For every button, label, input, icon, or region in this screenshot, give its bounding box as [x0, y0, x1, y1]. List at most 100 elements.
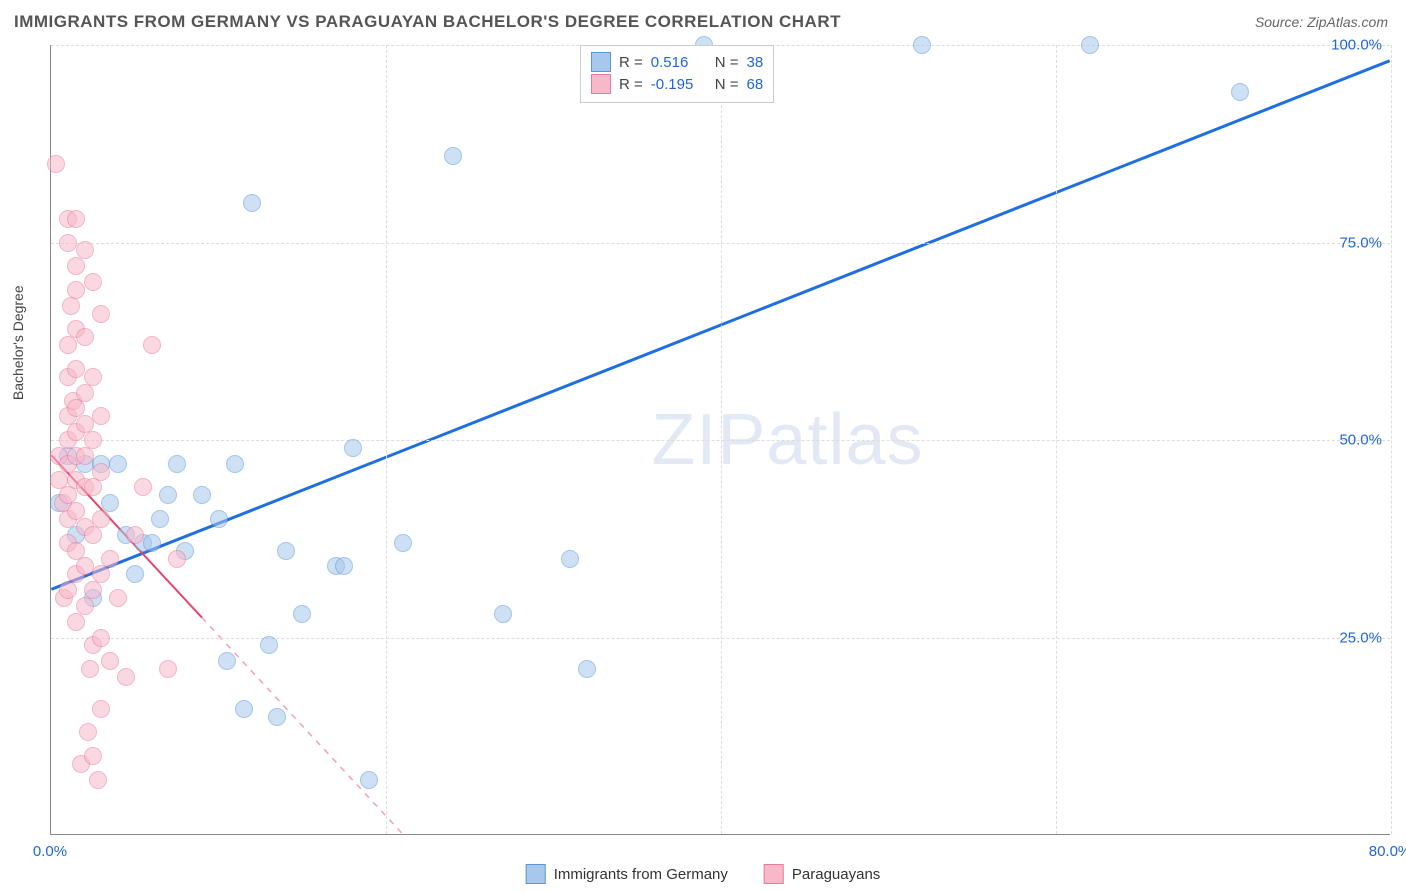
- scatter-point: [226, 455, 244, 473]
- trend-line-dashed: [202, 618, 403, 834]
- scatter-point: [67, 613, 85, 631]
- scatter-point: [360, 771, 378, 789]
- legend-swatch: [526, 864, 546, 884]
- y-axis-title: Bachelor's Degree: [10, 285, 26, 400]
- legend-swatch: [764, 864, 784, 884]
- grid-line-v: [1056, 45, 1057, 834]
- scatter-point: [117, 668, 135, 686]
- scatter-point: [67, 257, 85, 275]
- scatter-point: [89, 771, 107, 789]
- y-tick-label: 100.0%: [1331, 37, 1382, 54]
- scatter-point: [84, 368, 102, 386]
- source-attribution: Source: ZipAtlas.com: [1255, 14, 1388, 30]
- scatter-point: [92, 629, 110, 647]
- scatter-point: [277, 542, 295, 560]
- scatter-point: [913, 36, 931, 54]
- scatter-point: [134, 478, 152, 496]
- legend-r-label: R =: [619, 54, 643, 71]
- scatter-point: [101, 652, 119, 670]
- scatter-point: [76, 447, 94, 465]
- legend-row: R = 0.516 N = 38: [591, 52, 763, 72]
- legend-r-value: -0.195: [651, 76, 707, 93]
- scatter-point: [76, 557, 94, 575]
- scatter-point: [243, 194, 261, 212]
- scatter-point: [293, 605, 311, 623]
- x-tick-label: 80.0%: [1369, 843, 1406, 860]
- scatter-point: [92, 407, 110, 425]
- y-tick-label: 75.0%: [1339, 234, 1382, 251]
- y-tick-label: 50.0%: [1339, 432, 1382, 449]
- scatter-point: [84, 478, 102, 496]
- scatter-point: [109, 589, 127, 607]
- scatter-point: [92, 463, 110, 481]
- scatter-point: [1231, 83, 1249, 101]
- chart-title: IMMIGRANTS FROM GERMANY VS PARAGUAYAN BA…: [14, 12, 841, 32]
- scatter-point: [109, 455, 127, 473]
- scatter-point: [76, 384, 94, 402]
- scatter-point: [143, 534, 161, 552]
- scatter-point: [193, 486, 211, 504]
- legend-n-label: N =: [715, 54, 739, 71]
- scatter-point: [126, 565, 144, 583]
- scatter-point: [494, 605, 512, 623]
- scatter-point: [268, 708, 286, 726]
- legend-r-label: R =: [619, 76, 643, 93]
- x-tick-label: 0.0%: [33, 843, 67, 860]
- scatter-point: [84, 431, 102, 449]
- grid-line-v: [721, 45, 722, 834]
- scatter-point: [67, 281, 85, 299]
- scatter-point: [92, 565, 110, 583]
- scatter-point: [126, 526, 144, 544]
- scatter-point: [47, 155, 65, 173]
- scatter-point: [76, 328, 94, 346]
- legend-row: R = -0.195 N = 68: [591, 74, 763, 94]
- scatter-point: [143, 336, 161, 354]
- scatter-point: [101, 550, 119, 568]
- scatter-point: [210, 510, 228, 528]
- scatter-point: [59, 234, 77, 252]
- chart-container: IMMIGRANTS FROM GERMANY VS PARAGUAYAN BA…: [0, 0, 1406, 892]
- scatter-point: [168, 455, 186, 473]
- grid-line-v: [1391, 45, 1392, 834]
- bottom-legend-item: Paraguayans: [764, 864, 880, 884]
- scatter-point: [151, 510, 169, 528]
- scatter-point: [159, 486, 177, 504]
- scatter-point: [59, 581, 77, 599]
- scatter-point: [76, 241, 94, 259]
- scatter-point: [235, 700, 253, 718]
- bottom-legend-label: Immigrants from Germany: [554, 866, 728, 883]
- scatter-point: [79, 723, 97, 741]
- scatter-point: [218, 652, 236, 670]
- scatter-point: [84, 526, 102, 544]
- scatter-point: [92, 510, 110, 528]
- bottom-legend-item: Immigrants from Germany: [526, 864, 728, 884]
- legend-n-value: 38: [747, 54, 764, 71]
- scatter-point: [394, 534, 412, 552]
- scatter-point: [92, 305, 110, 323]
- scatter-point: [335, 557, 353, 575]
- series-legend: Immigrants from Germany Paraguayans: [526, 864, 881, 884]
- scatter-point: [444, 147, 462, 165]
- legend-swatch: [591, 52, 611, 72]
- scatter-point: [62, 297, 80, 315]
- scatter-point: [260, 636, 278, 654]
- scatter-point: [344, 439, 362, 457]
- scatter-point: [578, 660, 596, 678]
- scatter-point: [159, 660, 177, 678]
- scatter-point: [84, 581, 102, 599]
- scatter-point: [1081, 36, 1099, 54]
- scatter-point: [76, 597, 94, 615]
- scatter-point: [84, 273, 102, 291]
- scatter-point: [67, 360, 85, 378]
- plot-area: ZIPatlas 25.0%50.0%75.0%100.0%: [50, 45, 1390, 835]
- grid-line-v: [386, 45, 387, 834]
- legend-r-value: 0.516: [651, 54, 707, 71]
- legend-swatch: [591, 74, 611, 94]
- legend-n-value: 68: [747, 76, 764, 93]
- legend-n-label: N =: [715, 76, 739, 93]
- y-tick-label: 25.0%: [1339, 629, 1382, 646]
- scatter-point: [84, 747, 102, 765]
- scatter-point: [92, 700, 110, 718]
- bottom-legend-label: Paraguayans: [792, 866, 880, 883]
- correlation-legend: R = 0.516 N = 38 R = -0.195 N = 68: [580, 45, 774, 103]
